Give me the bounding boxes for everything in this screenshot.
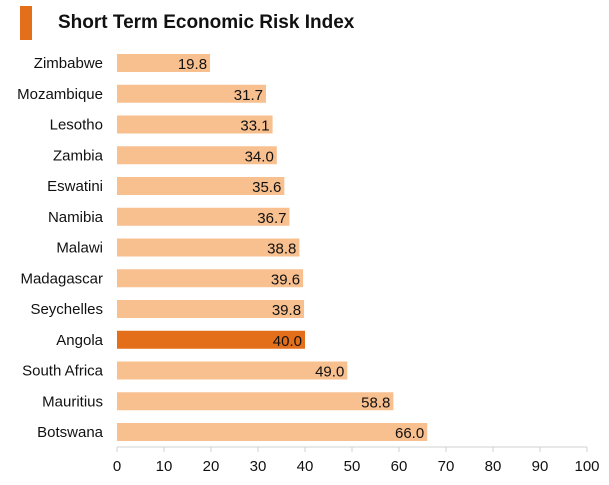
x-tick-label: 50: [344, 458, 361, 475]
value-label: 36.7: [257, 210, 286, 227]
bars-layer: [117, 54, 428, 441]
value-label: 39.6: [271, 271, 300, 288]
category-label: Mozambique: [17, 86, 103, 103]
x-tick-label: 90: [532, 458, 549, 475]
bar-angola: [117, 330, 305, 349]
bar-mauritius: [117, 392, 394, 411]
x-tick-label: 0: [113, 458, 121, 475]
value-label: 34.0: [245, 148, 274, 165]
value-label: 58.8: [361, 394, 390, 411]
bar-eswatini: [117, 177, 285, 195]
x-tick-label: 80: [485, 458, 502, 475]
x-tick-label: 30: [250, 458, 267, 475]
bar-malawi: [117, 238, 300, 257]
category-label: Mauritius: [42, 393, 103, 410]
x-tick-label: 60: [391, 458, 408, 475]
x-tick-label: 10: [156, 458, 173, 475]
value-label: 39.8: [272, 302, 301, 319]
value-label: 40.0: [273, 333, 302, 350]
category-label: Eswatini: [47, 178, 103, 195]
value-label: 38.8: [267, 241, 296, 258]
category-label: Namibia: [48, 209, 104, 226]
x-tick-label: 100: [574, 458, 599, 475]
category-label: Madagascar: [20, 270, 103, 287]
category-label: South Africa: [22, 363, 104, 380]
bar-south-africa: [117, 361, 348, 380]
value-label: 49.0: [315, 364, 344, 381]
value-label: 35.6: [252, 179, 281, 196]
title-accent-bar: [20, 6, 32, 40]
bar-botswana: [117, 423, 428, 441]
x-tick-label: 20: [203, 458, 220, 475]
bar-madagascar: [117, 269, 304, 288]
x-tick-label: 70: [438, 458, 455, 475]
category-label: Lesotho: [50, 117, 103, 134]
bar-seychelles: [117, 300, 305, 318]
bar-zimbabwe: [117, 54, 211, 72]
bar-lesotho: [117, 115, 273, 134]
category-label: Botswana: [37, 424, 104, 441]
category-label: Seychelles: [30, 301, 103, 318]
chart-title: Short Term Economic Risk Index: [58, 12, 355, 33]
labels-layer: Zimbabwe 19.8 Mozambique 31.7 Lesotho 33.1 Zam…: [17, 55, 424, 442]
bar-mozambique: [117, 84, 266, 103]
category-label: Zimbabwe: [34, 55, 103, 72]
value-label: 33.1: [240, 118, 269, 135]
category-label: Zambia: [53, 147, 104, 164]
category-label: Malawi: [56, 240, 103, 257]
value-label: 66.0: [395, 425, 424, 442]
x-tick-label: 40: [297, 458, 314, 475]
value-label: 31.7: [234, 87, 263, 104]
x-axis: 0 10 20 30 40 50 60 70 80 90 100: [113, 446, 600, 475]
value-label: 19.8: [178, 56, 207, 73]
bar-namibia: [117, 207, 290, 226]
category-label: Angola: [56, 332, 103, 349]
bar-zambia: [117, 146, 277, 165]
